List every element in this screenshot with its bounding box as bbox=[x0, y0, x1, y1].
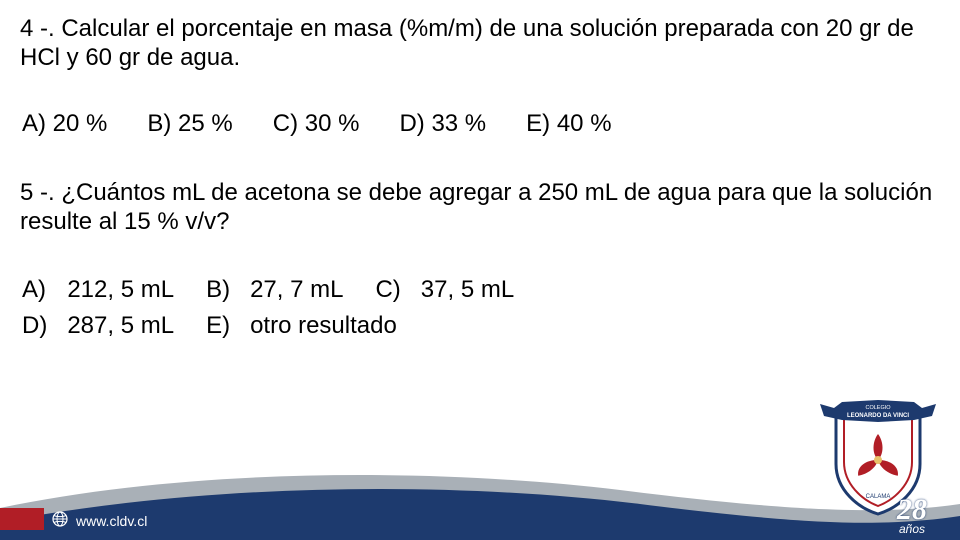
crest-top-text: COLEGIO bbox=[865, 405, 891, 411]
q4-option-b: B) 25 % bbox=[147, 109, 270, 138]
school-crest: CALAMA COLEGIO LEONARDO DA VINCI 28 años bbox=[818, 404, 938, 534]
crest-banner: COLEGIO LEONARDO DA VINCI bbox=[818, 398, 938, 426]
q5-e-value: otro resultado bbox=[250, 308, 544, 342]
q5-c-value: 37, 5 mL bbox=[421, 272, 544, 306]
q4-option-d: D) 33 % bbox=[399, 109, 524, 138]
q4-option-c: C) 30 % bbox=[273, 109, 398, 138]
q5-e-letter: E) bbox=[206, 308, 248, 342]
footer-url-row: www.cldv.cl bbox=[52, 511, 147, 530]
question-4-options: A) 20 % B) 25 % C) 30 % D) 33 % E) 40 % bbox=[20, 107, 652, 140]
question-5-options: A) 212, 5 mL B) 27, 7 mL C) 37, 5 mL D) … bbox=[20, 270, 546, 344]
anniversary-label: años bbox=[882, 522, 942, 536]
q5-a-letter: A) bbox=[22, 272, 65, 306]
footer: www.cldv.cl CALAMA COLEGIO LEONARDO DA V… bbox=[0, 430, 960, 540]
slide: 4 -. Calcular el porcentaje en masa (%m/… bbox=[0, 0, 960, 540]
q5-a-value: 212, 5 mL bbox=[67, 272, 204, 306]
red-accent-bar bbox=[0, 508, 44, 530]
q5-c-letter: C) bbox=[375, 272, 418, 306]
question-4-text: 4 -. Calcular el porcentaje en masa (%m/… bbox=[20, 14, 938, 73]
q5-b-value: 27, 7 mL bbox=[250, 272, 373, 306]
question-5-text: 5 -. ¿Cuántos mL de acetona se debe agre… bbox=[20, 178, 938, 237]
anniversary-number: 28 bbox=[882, 498, 942, 522]
q4-option-a: A) 20 % bbox=[22, 109, 145, 138]
footer-url-text: www.cldv.cl bbox=[76, 513, 147, 529]
q5-d-value: 287, 5 mL bbox=[67, 308, 204, 342]
content-area: 4 -. Calcular el porcentaje en masa (%m/… bbox=[20, 14, 938, 344]
globe-icon bbox=[52, 511, 68, 530]
anniversary-badge: 28 años bbox=[882, 498, 942, 536]
q5-b-letter: B) bbox=[206, 272, 248, 306]
crest-sub-text: LEONARDO DA VINCI bbox=[847, 413, 909, 419]
q4-option-e: E) 40 % bbox=[526, 109, 649, 138]
q5-d-letter: D) bbox=[22, 308, 65, 342]
